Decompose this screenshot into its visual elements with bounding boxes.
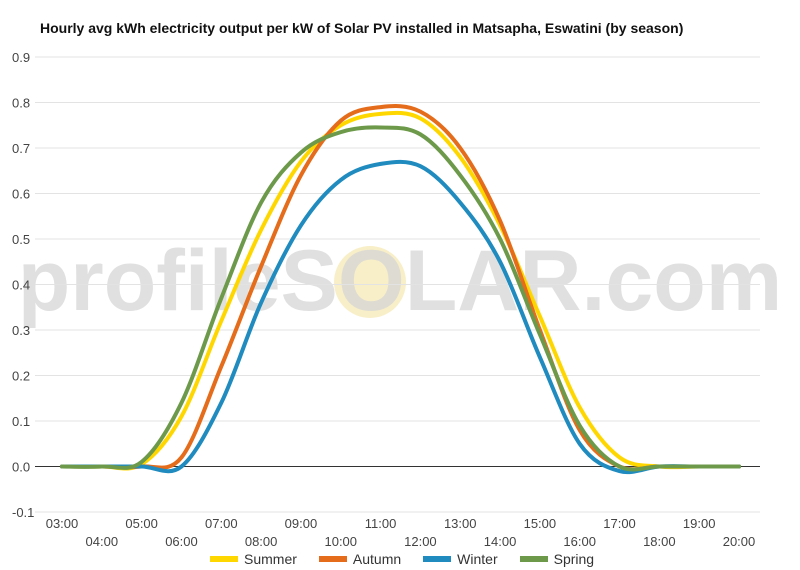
x-tick-label: 15:00 <box>524 516 557 531</box>
watermark-text: profileSOLAR.com <box>18 233 783 329</box>
legend-label: Autumn <box>352 551 402 567</box>
legend-swatch <box>423 556 452 562</box>
y-axis-ticks: -0.1 0.0 0.1 0.2 0.3 0.4 0.5 0.6 0.7 0.8 0.9 <box>12 50 34 520</box>
x-tick-label: 04:00 <box>86 534 119 549</box>
watermark: profileSOLAR.com <box>18 233 783 329</box>
legend-swatch <box>519 556 548 562</box>
x-tick-label: 03:00 <box>46 516 79 531</box>
y-tick-label: -0.1 <box>12 505 34 520</box>
x-tick-label: 13:00 <box>444 516 477 531</box>
legend: Summer Autumn Winter Spring <box>210 551 594 567</box>
y-tick-label: 0.8 <box>12 96 30 111</box>
y-tick-label: 0.6 <box>12 187 30 202</box>
x-tick-label: 05:00 <box>125 516 158 531</box>
x-tick-label: 12:00 <box>404 534 437 549</box>
y-tick-label: 0.4 <box>12 278 30 293</box>
y-tick-label: 0.3 <box>12 323 30 338</box>
legend-item-autumn[interactable]: Autumn <box>318 551 402 567</box>
legend-item-winter[interactable]: Winter <box>423 551 498 567</box>
y-tick-label: 0.1 <box>12 414 30 429</box>
y-tick-label: 0.9 <box>12 50 30 65</box>
legend-swatch <box>210 556 238 562</box>
legend-swatch <box>318 556 347 562</box>
chart-title: Hourly avg kWh electricity output per kW… <box>40 20 684 36</box>
x-tick-label: 14:00 <box>484 534 517 549</box>
legend-item-summer[interactable]: Summer <box>210 551 297 567</box>
watermark-sun-icon <box>334 246 406 318</box>
y-tick-label: 0.2 <box>12 369 30 384</box>
legend-label: Spring <box>553 551 595 567</box>
gridlines <box>35 56 760 513</box>
x-tick-label: 06:00 <box>165 534 198 549</box>
x-tick-label: 07:00 <box>205 516 238 531</box>
x-tick-label: 18:00 <box>643 534 676 549</box>
x-tick-label: 20:00 <box>723 534 756 549</box>
x-axis-ticks: 03:00 04:00 05:00 06:00 07:00 08:00 09:00 10:00… <box>46 516 756 549</box>
legend-item-spring[interactable]: Spring <box>519 551 595 567</box>
series-line-winter <box>60 159 741 475</box>
x-tick-label: 10:00 <box>324 534 357 549</box>
y-tick-label: 0.5 <box>12 232 30 247</box>
series-line-summer <box>60 110 741 471</box>
legend-label: Winter <box>457 551 498 567</box>
x-tick-label: 17:00 <box>603 516 636 531</box>
x-tick-label: 19:00 <box>683 516 716 531</box>
x-tick-label: 08:00 <box>245 534 278 549</box>
x-tick-label: 16:00 <box>563 534 596 549</box>
series-lines <box>60 104 741 475</box>
series-line-spring <box>60 125 741 472</box>
y-tick-label: 0.0 <box>12 460 30 475</box>
legend-label: Summer <box>244 551 297 567</box>
y-tick-label: 0.7 <box>12 141 30 156</box>
x-tick-label: 09:00 <box>285 516 318 531</box>
x-tick-label: 11:00 <box>365 516 397 531</box>
